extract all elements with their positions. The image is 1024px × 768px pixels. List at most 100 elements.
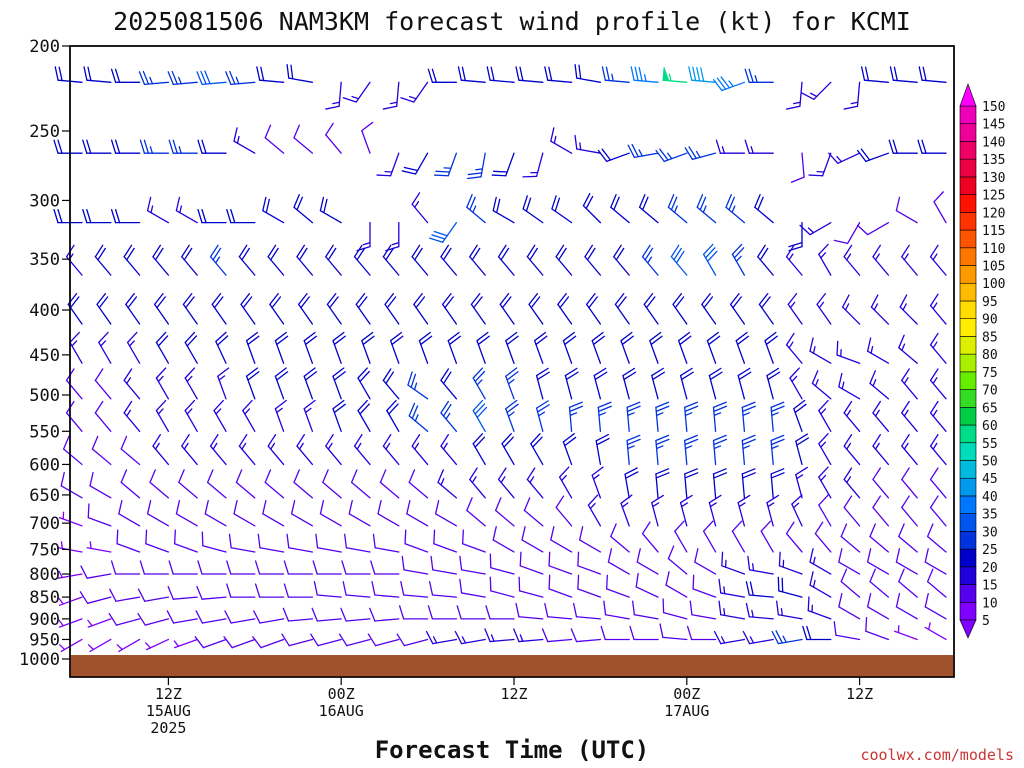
wind-barb bbox=[485, 605, 515, 620]
wind-barb bbox=[82, 139, 112, 154]
wind-barb bbox=[535, 400, 550, 432]
wind-barb bbox=[235, 469, 256, 499]
wind-barb bbox=[505, 399, 519, 432]
wind-barb bbox=[457, 66, 486, 83]
wind-barb bbox=[238, 244, 256, 276]
wind-barb bbox=[816, 292, 832, 325]
wind-barb bbox=[386, 399, 400, 432]
wind-barb bbox=[747, 555, 774, 575]
y-tick-label: 1000 bbox=[19, 650, 60, 670]
wind-barb bbox=[679, 494, 693, 527]
wind-barb bbox=[371, 581, 400, 598]
wind-barb bbox=[622, 367, 637, 400]
wind-barb bbox=[226, 583, 256, 598]
wind-barb bbox=[456, 605, 486, 620]
ground-surface bbox=[70, 655, 954, 677]
wind-barb bbox=[418, 331, 433, 364]
wind-barb bbox=[228, 533, 256, 553]
wind-barb bbox=[267, 244, 285, 276]
wind-barb bbox=[264, 124, 285, 154]
wind-barb bbox=[433, 529, 458, 553]
wind-barb bbox=[322, 469, 342, 499]
wind-barb bbox=[377, 499, 400, 527]
wind-barb bbox=[764, 331, 778, 364]
colorbar-label: 65 bbox=[982, 401, 998, 416]
wind-barb bbox=[528, 292, 544, 325]
wind-barb bbox=[558, 466, 573, 499]
wind-barb bbox=[240, 292, 256, 325]
wind-barb bbox=[551, 195, 573, 224]
wind-barb bbox=[194, 636, 227, 649]
wind-barb bbox=[303, 367, 318, 400]
wind-barb bbox=[155, 399, 170, 432]
wind-barb bbox=[729, 292, 746, 325]
wind-barb bbox=[572, 602, 602, 620]
wind-barb bbox=[776, 600, 803, 620]
wind-barb bbox=[620, 331, 634, 364]
wind-barb bbox=[843, 467, 861, 499]
wind-barb bbox=[120, 469, 141, 499]
wind-barb bbox=[597, 401, 612, 432]
wind-barb bbox=[223, 636, 256, 649]
wind-barb bbox=[94, 244, 112, 276]
wind-barb bbox=[901, 495, 918, 527]
wind-barb bbox=[519, 551, 544, 575]
wind-barb bbox=[408, 402, 429, 432]
wind-barb bbox=[382, 81, 400, 110]
wind-barb bbox=[924, 622, 947, 641]
wind-barb bbox=[636, 548, 659, 575]
wind-barb bbox=[535, 367, 550, 400]
wind-barb bbox=[662, 598, 688, 620]
wind-barb bbox=[544, 66, 573, 83]
wind-barb bbox=[793, 399, 807, 432]
wind-barb bbox=[924, 592, 947, 620]
y-tick-label: 500 bbox=[29, 386, 60, 406]
x-tick-label: 12Z bbox=[846, 685, 873, 703]
wind-barb bbox=[715, 139, 746, 154]
wind-barb bbox=[801, 81, 832, 100]
wind-barb bbox=[843, 400, 861, 432]
wind-barb bbox=[466, 497, 486, 527]
wind-barb bbox=[325, 81, 342, 110]
credit-text[interactable]: coolwx.com/models bbox=[860, 746, 1014, 764]
colorbar-label: 135 bbox=[982, 153, 1005, 168]
colorbar-swatch bbox=[959, 531, 977, 550]
colorbar-swatch bbox=[959, 495, 977, 514]
wind-barb bbox=[429, 221, 458, 243]
wind-barb bbox=[492, 526, 515, 553]
wind-barb bbox=[818, 466, 832, 499]
wind-barb bbox=[718, 578, 746, 598]
colorbar-swatch bbox=[959, 353, 977, 373]
wind-barb bbox=[771, 630, 803, 645]
wind-barb bbox=[521, 526, 544, 553]
y-tick-label: 650 bbox=[29, 486, 60, 506]
wind-barb bbox=[82, 208, 112, 224]
wind-barb bbox=[123, 400, 141, 432]
colorbar-swatch bbox=[959, 371, 977, 390]
wind-barb bbox=[290, 499, 314, 527]
wind-barb bbox=[472, 433, 486, 466]
wind-barb bbox=[293, 124, 314, 154]
wind-barb bbox=[818, 243, 832, 276]
wind-barb bbox=[665, 571, 688, 598]
wind-barb bbox=[382, 244, 400, 276]
wind-barb bbox=[550, 127, 573, 154]
wind-barb bbox=[659, 623, 688, 641]
y-tick-label: 250 bbox=[29, 122, 60, 142]
wind-barb bbox=[901, 368, 918, 400]
wind-barb bbox=[870, 294, 890, 325]
colorbar-label: 10 bbox=[982, 596, 998, 611]
wind-barb bbox=[355, 292, 371, 325]
wind-barb bbox=[312, 560, 342, 575]
colorbar-label: 45 bbox=[982, 472, 998, 487]
wind-barb bbox=[80, 565, 112, 579]
colorbar-label: 115 bbox=[982, 224, 1005, 239]
wind-barb bbox=[226, 560, 256, 575]
wind-barb bbox=[427, 68, 458, 83]
y-tick-label: 700 bbox=[29, 514, 60, 534]
wind-barb bbox=[568, 401, 584, 432]
wind-barb bbox=[638, 194, 659, 224]
wind-barb bbox=[626, 401, 641, 432]
wind-barb bbox=[584, 244, 602, 276]
wind-barb bbox=[898, 334, 918, 364]
